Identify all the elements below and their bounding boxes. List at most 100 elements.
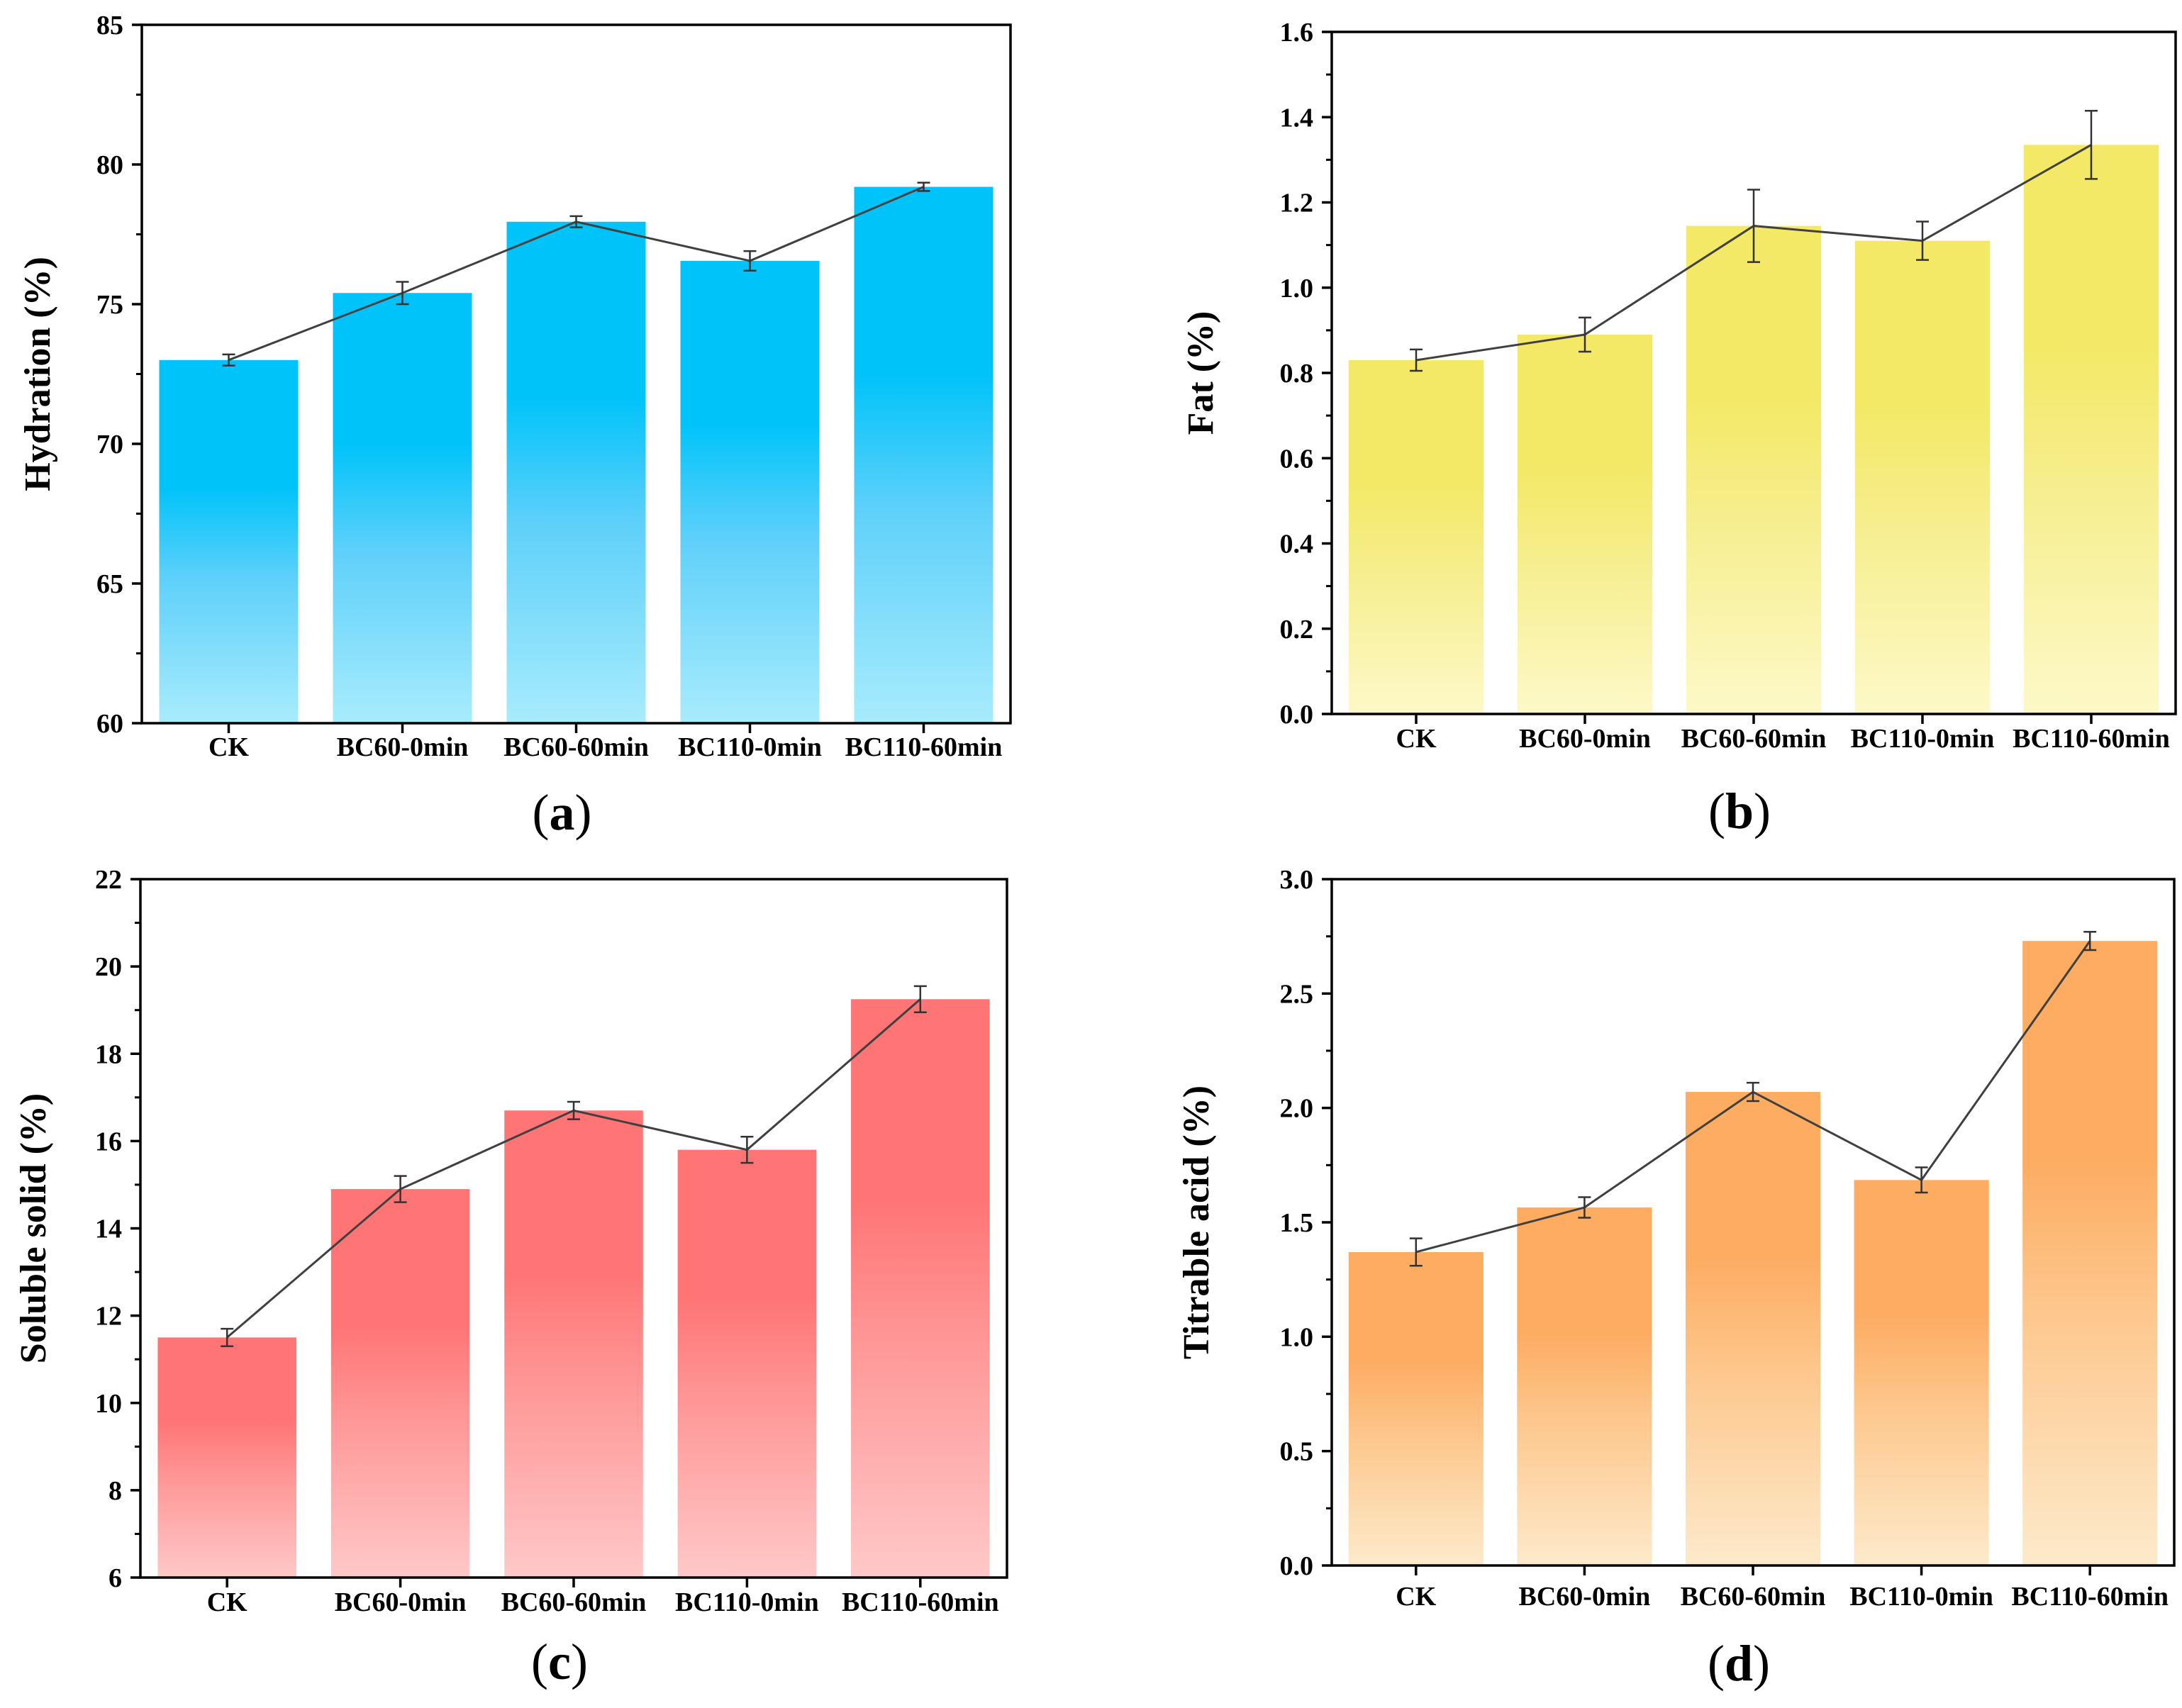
bar-bc60-0min xyxy=(1517,1207,1652,1565)
y-tick-label: 0.0 xyxy=(1280,700,1314,730)
bar-bc60-60min xyxy=(504,1110,643,1578)
y-tick-label: 1.6 xyxy=(1280,18,1314,48)
y-tick-label: 6 xyxy=(108,1563,122,1593)
y-tick-label: 0.5 xyxy=(1280,1437,1314,1467)
bar-bc60-60min xyxy=(1685,1092,1821,1565)
x-tick-label: BC110-0min xyxy=(1851,724,1995,754)
bar-bc110-60min xyxy=(2023,145,2159,715)
chart-c-svg: 6 8 10 12 14 16 18 20 22 CK BC60-0min BC60-60min BC1… xyxy=(13,865,1008,1690)
x-tick-label: BC60-60min xyxy=(503,732,649,762)
y-tick-label: 85 xyxy=(96,11,123,40)
y-tick-label: 65 xyxy=(96,569,123,599)
y-tick-label: 1.2 xyxy=(1280,189,1314,218)
y-tick-label: 20 xyxy=(95,952,122,982)
error-bar-bc60-0min xyxy=(394,1175,407,1203)
x-tick-label: CK xyxy=(1396,1582,1436,1612)
x-tick-label: BC60-0min xyxy=(1519,724,1651,754)
bar-ck xyxy=(159,359,299,723)
chart-panel-a: 60 65 70 75 80 85 CK BC60-0min BC60-60min BC110-0… xyxy=(0,0,1091,852)
bar-bc60-0min xyxy=(330,1189,470,1578)
chart-a-svg: 60 65 70 75 80 85 CK BC60-0min BC60-60min BC110-0… xyxy=(18,11,1012,841)
error-bar-ck xyxy=(1410,348,1423,372)
bar-bc110-60min xyxy=(851,999,990,1578)
error-bar-bc60-60min xyxy=(1747,1081,1759,1103)
chart-panel-c: 6 8 10 12 14 16 18 20 22 CK BC60-0min BC60-60min BC1… xyxy=(0,852,1091,1704)
error-bar-bc110-60min xyxy=(2085,109,2098,180)
bar-bc110-0min xyxy=(1854,240,1991,714)
bar-ck xyxy=(1348,1251,1484,1565)
panel-label: (d) xyxy=(1708,1635,1770,1692)
x-tick-label: CK xyxy=(207,1587,247,1617)
x-tick-label: BC60-60min xyxy=(1681,1582,1826,1612)
x-tick-label: BC60-0min xyxy=(1519,1582,1651,1612)
x-tick-label: BC110-60min xyxy=(845,732,1003,762)
y-tick-label: 0.8 xyxy=(1280,359,1314,389)
x-tick-label: CK xyxy=(208,732,249,762)
x-tick-label: CK xyxy=(1396,724,1437,754)
bar-bc60-60min xyxy=(506,221,646,723)
y-tick-label: 0.2 xyxy=(1280,615,1314,644)
error-bar-ck xyxy=(222,353,235,367)
x-tick-label: BC60-60min xyxy=(1681,724,1827,754)
x-tick-label: BC60-0min xyxy=(335,1587,467,1617)
y-tick-label: 80 xyxy=(96,150,123,180)
y-tick-label: 0.6 xyxy=(1280,444,1314,474)
y-tick-label: 3.0 xyxy=(1280,865,1314,895)
y-tick-label: 16 xyxy=(95,1127,122,1156)
y-axis-title: Fat (%) xyxy=(1181,311,1221,435)
bar-bc60-0min xyxy=(333,293,472,723)
x-tick-label: BC110-0min xyxy=(678,732,822,762)
error-bar-bc60-0min xyxy=(396,281,409,306)
y-tick-label: 22 xyxy=(95,865,122,895)
chart-d-svg: 0.0 0.5 1.0 1.5 2.0 2.5 3.0 CK BC60-0min BC60-60m… xyxy=(1176,865,2176,1692)
x-tick-label: BC110-60min xyxy=(2011,1582,2169,1612)
y-tick-label: 1.5 xyxy=(1280,1208,1314,1238)
y-tick-label: 18 xyxy=(95,1039,122,1069)
x-tick-label: BC110-60min xyxy=(842,1587,999,1617)
bar-ck xyxy=(1348,359,1484,714)
error-bar-bc110-0min xyxy=(743,250,757,272)
y-tick-label: 70 xyxy=(96,430,123,459)
chart-b-svg: 0.0 0.2 0.4 0.6 0.8 1.0 1.2 1.4 1.6 CK BC60-0min BC… xyxy=(1181,18,2177,839)
error-bar-bc60-60min xyxy=(569,215,583,228)
error-bar-bc60-60min xyxy=(567,1100,580,1120)
x-tick-label: BC110-0min xyxy=(1849,1582,1993,1612)
panel-label: (b) xyxy=(1708,783,1771,839)
y-tick-label: 10 xyxy=(95,1389,122,1419)
error-bar-bc110-0min xyxy=(1916,221,1929,261)
bar-bc110-0min xyxy=(1854,1180,1989,1565)
error-bar-bc110-60min xyxy=(2083,930,2097,951)
y-tick-label: 60 xyxy=(96,709,123,739)
error-bar-bc110-60min xyxy=(913,985,927,1014)
bar-bc60-0min xyxy=(1517,334,1653,714)
bar-bc60-60min xyxy=(1686,225,1822,715)
panel-label: (a) xyxy=(533,784,592,841)
bar-bc110-60min xyxy=(2022,941,2158,1565)
error-bar-bc110-0min xyxy=(740,1135,754,1164)
y-tick-label: 1.0 xyxy=(1280,274,1314,303)
x-tick-label: BC110-0min xyxy=(675,1587,819,1617)
y-axis-title: Titrable acid (%) xyxy=(1176,1085,1217,1359)
y-tick-label: 1.0 xyxy=(1280,1322,1314,1352)
bar-ck xyxy=(157,1337,296,1578)
y-tick-label: 14 xyxy=(95,1215,122,1244)
chart-panel-d: 0.0 0.5 1.0 1.5 2.0 2.5 3.0 CK BC60-0min BC60-60m… xyxy=(1091,852,2182,1704)
error-bar-bc60-0min xyxy=(1579,316,1591,353)
y-tick-label: 75 xyxy=(96,290,123,320)
y-tick-label: 2.5 xyxy=(1280,979,1314,1009)
error-bar-bc110-60min xyxy=(917,182,930,192)
x-tick-label: BC110-60min xyxy=(2013,724,2170,754)
y-tick-label: 2.0 xyxy=(1280,1094,1314,1124)
bar-bc110-0min xyxy=(680,260,820,723)
y-tick-label: 8 xyxy=(108,1476,122,1506)
error-bar-bc110-0min xyxy=(1915,1166,1928,1194)
y-tick-label: 0.4 xyxy=(1280,530,1314,559)
chart-panel-b: 0.0 0.2 0.4 0.6 0.8 1.0 1.2 1.4 1.6 CK BC60-0min BC… xyxy=(1091,0,2182,852)
x-tick-label: BC60-0min xyxy=(337,732,469,762)
error-bar-bc60-0min xyxy=(1578,1196,1591,1219)
bar-bc110-0min xyxy=(677,1149,817,1578)
y-axis-title: Soluble solid (%) xyxy=(13,1093,54,1363)
error-bar-bc60-60min xyxy=(1747,189,1760,263)
bar-bc110-60min xyxy=(854,186,993,723)
error-bar-ck xyxy=(221,1327,234,1347)
